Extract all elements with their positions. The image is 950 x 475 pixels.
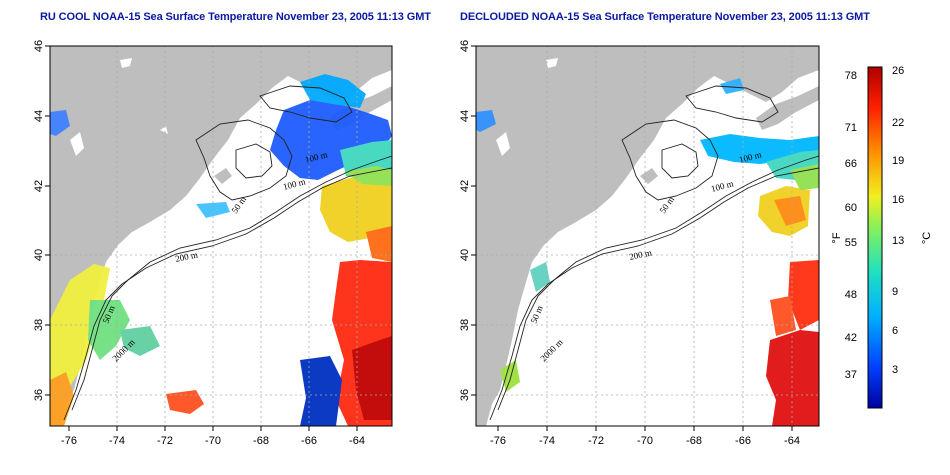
colorbar-f-tick: 42 (845, 332, 857, 344)
y-tick-label: 42 (459, 180, 471, 192)
y-tick-label: 42 (33, 180, 45, 192)
y-tick-label: 38 (33, 319, 45, 331)
colorbar-f-tick: 60 (845, 202, 857, 214)
colorbar-c-tick: 19 (892, 155, 904, 167)
contour-label: 200 m (174, 249, 198, 264)
y-tick-label: 46 (33, 40, 45, 52)
x-tick-label: -66 (735, 435, 751, 447)
colorbar-f-tick: 71 (845, 122, 857, 134)
colorbar-f-tick: 66 (845, 158, 857, 170)
land-mass (476, 46, 819, 426)
colorbar-fahrenheit-label: °F (831, 232, 843, 243)
colorbar-f-tick: 55 (845, 237, 857, 249)
y-tick-label: 44 (33, 110, 45, 122)
y-tick-label: 40 (459, 249, 471, 261)
x-tick-label: -70 (637, 435, 653, 447)
x-tick-label: -64 (349, 435, 365, 447)
x-tick-label: -76 (490, 435, 506, 447)
x-tick-label: -74 (539, 435, 555, 447)
y-tick-label: 46 (459, 40, 471, 52)
left-map-panel: 100 m 100 m 50 m 200 m 50 m 2000 m -76 -… (33, 40, 393, 447)
x-tick-label: -68 (253, 435, 269, 447)
colorbar-c-tick: 13 (892, 235, 904, 247)
colorbar-f-tick: 37 (845, 369, 857, 381)
temperature-colorbar: 78 71 66 60 55 48 42 37 26 22 19 16 13 9… (831, 65, 933, 409)
y-tick-label: 36 (33, 389, 45, 401)
x-tick-label: -70 (205, 435, 221, 447)
colorbar-c-tick: 6 (892, 325, 898, 337)
y-tick-label: 44 (459, 110, 471, 122)
right-map-title: DECLOUDED NOAA-15 Sea Surface Temperatur… (460, 11, 870, 23)
colorbar-celsius-label: °C (921, 232, 933, 244)
bathymetry-contours (63, 85, 392, 421)
colorbar-c-tick: 26 (892, 65, 904, 77)
sst-field (50, 74, 392, 426)
right-map-panel: 100 m 100 m 50 m 200 m 50 m 2000 m -76 -… (459, 40, 820, 447)
x-tick-label: -74 (109, 435, 125, 447)
land-mass (50, 46, 392, 426)
left-map-title: RU COOL NOAA-15 Sea Surface Temperature … (40, 11, 431, 23)
bathymetry-contours (489, 85, 819, 421)
x-tick-label: -76 (61, 435, 77, 447)
colorbar-c-tick: 3 (892, 364, 898, 376)
x-tick-label: -64 (784, 435, 800, 447)
colorbar-c-tick: 9 (892, 286, 898, 298)
colorbar-f-tick: 78 (845, 70, 857, 82)
y-tick-label: 38 (459, 319, 471, 331)
x-tick-label: -66 (301, 435, 317, 447)
x-tick-label: -72 (588, 435, 604, 447)
x-tick-label: -68 (686, 435, 702, 447)
y-tick-label: 40 (33, 249, 45, 261)
y-tick-label: 36 (459, 389, 471, 401)
colorbar-c-tick: 16 (892, 194, 904, 206)
colorbar-f-tick: 48 (845, 289, 857, 301)
colorbar-c-tick: 22 (892, 117, 904, 129)
x-tick-label: -72 (157, 435, 173, 447)
contour-label: 200 m (628, 247, 652, 262)
sst-field (476, 78, 819, 426)
